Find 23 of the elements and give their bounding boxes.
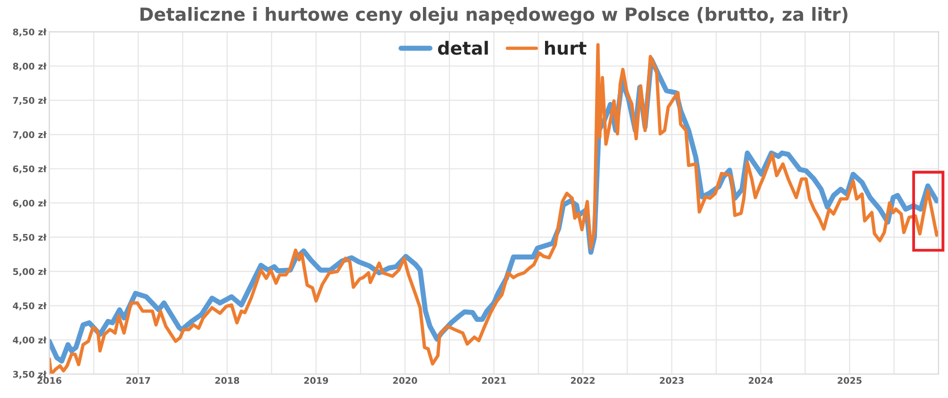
x-tick-label: 2018 [215, 377, 240, 384]
y-tick-label: 7,00 zł [13, 131, 47, 140]
x-tick-label: 2023 [660, 377, 684, 384]
x-tick-label: 2025 [838, 377, 862, 384]
x-tick-label: 2019 [304, 377, 328, 384]
y-tick-label: 5,50 zł [13, 234, 47, 242]
y-tick-label: 7,50 zł [13, 96, 47, 106]
y-tick-label: 8,00 zł [13, 62, 47, 71]
legend-label: detal [438, 40, 488, 55]
x-tick-label: 2022 [570, 377, 595, 384]
y-tick-label: 4,50 zł [12, 302, 47, 310]
x-tick-label: 2017 [126, 377, 150, 384]
legend-label: hurt [545, 40, 586, 55]
y-tick-label: 6,50 zł [13, 165, 47, 174]
x-tick-label: 2024 [748, 377, 773, 384]
y-tick-label: 5,00 zł [13, 268, 47, 276]
x-tick-label: 2021 [482, 377, 506, 384]
x-tick-label: 2016 [37, 377, 62, 384]
y-tick-label: 6,00 zł [13, 200, 47, 208]
chart-title: Detaliczne i hurtowe ceny oleju napędowego w Polsce (brutto, za litr) [140, 7, 848, 25]
y-tick-label: 4,00 zł [12, 336, 47, 345]
y-tick-label: 8,50 zł [13, 28, 47, 37]
x-tick-label: 2020 [393, 377, 418, 384]
